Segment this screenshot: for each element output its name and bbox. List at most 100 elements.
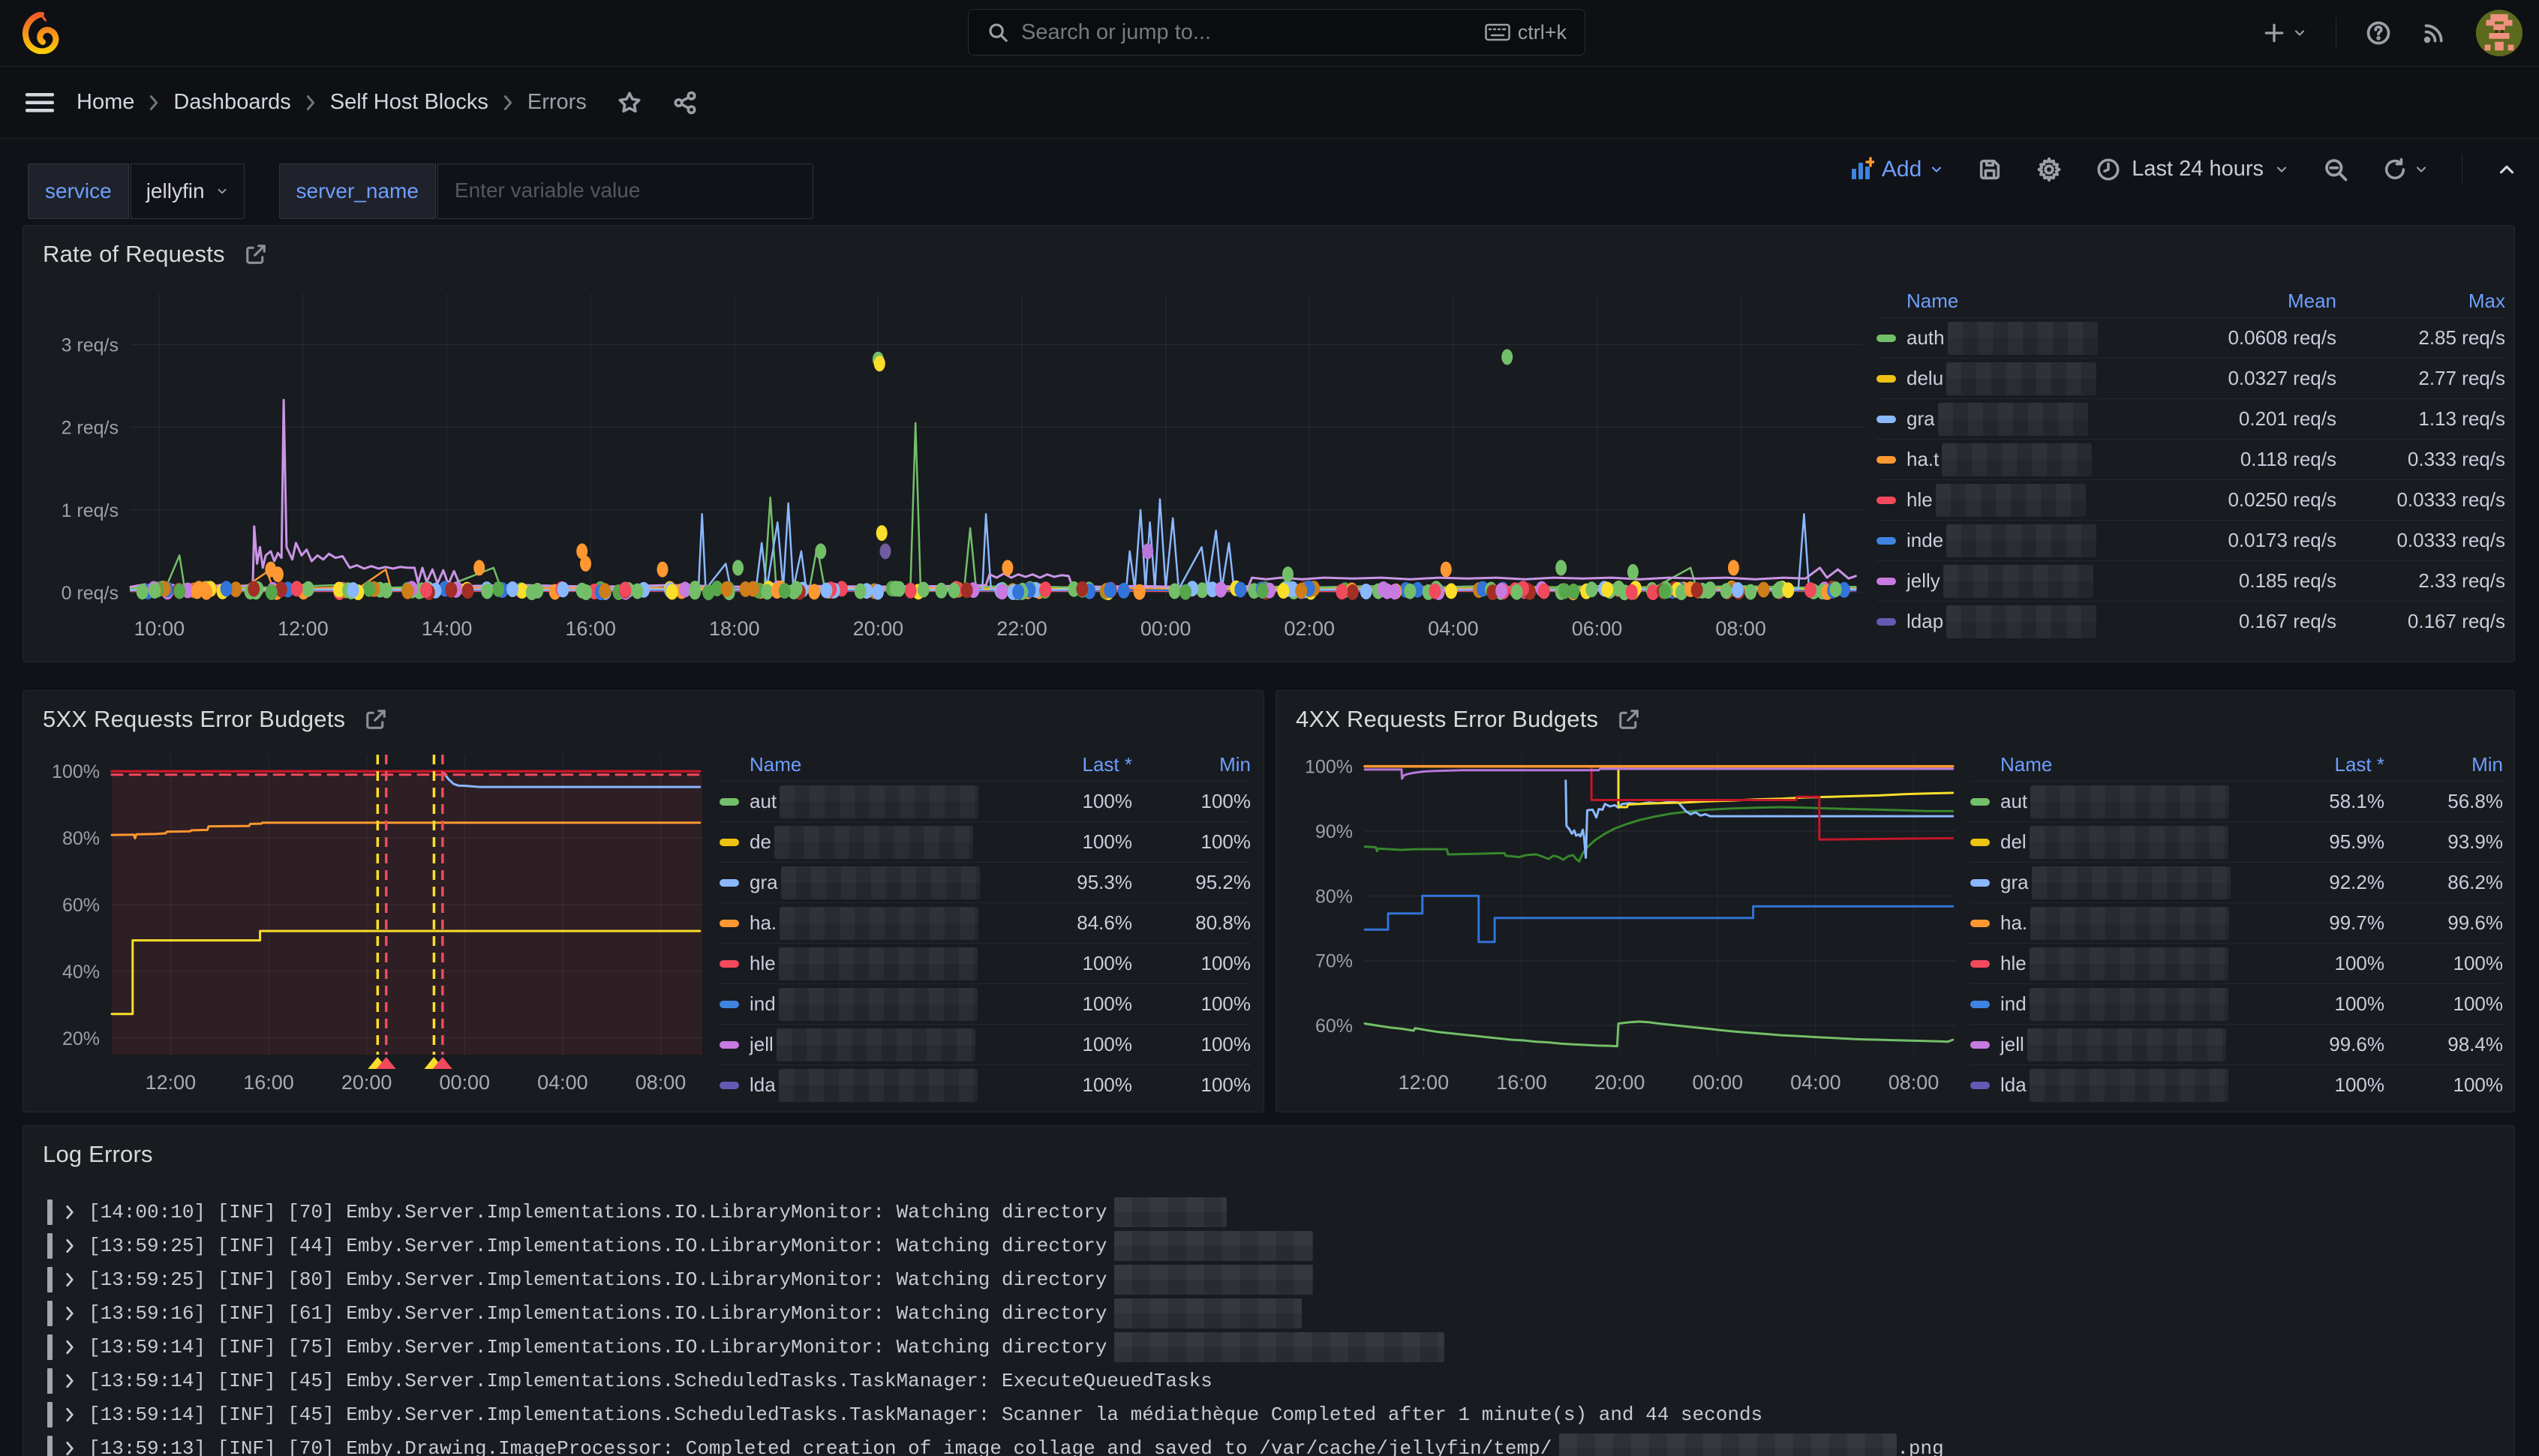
legend-row[interactable]: jell100%100%	[720, 1024, 1251, 1064]
legend-value: 100%	[2384, 952, 2503, 975]
add-panel-button[interactable]: Add	[1849, 157, 1944, 182]
help-button[interactable]	[2365, 20, 2392, 47]
graph-bar-icon	[1849, 157, 1874, 182]
panel-header[interactable]: Log Errors	[23, 1126, 2514, 1168]
legend-row[interactable]: inde0.0173 req/s0.0333 req/s	[1876, 520, 2505, 560]
menu-toggle-button[interactable]	[26, 92, 54, 114]
news-button[interactable]	[2420, 20, 2447, 47]
legend-header-last[interactable]: Last *	[2249, 753, 2384, 776]
log-line[interactable]: [13:59:14] [INF] [45] Emby.Server.Implem…	[43, 1397, 2499, 1431]
legend-row[interactable]: ha.99.7%99.6%	[1970, 902, 2503, 943]
legend-value: 100%	[997, 1033, 1132, 1056]
legend-row[interactable]: jelly0.185 req/s2.33 req/s	[1876, 560, 2505, 601]
zoom-out-time-button[interactable]	[2322, 156, 2349, 183]
series-color-chip	[1970, 839, 1990, 846]
log-level-bar	[47, 1368, 53, 1394]
log-level-bar	[47, 1267, 53, 1292]
log-line[interactable]: [13:59:16] [INF] [61] Emby.Server.Implem…	[43, 1296, 2499, 1330]
log-line[interactable]: [13:59:25] [INF] [44] Emby.Server.Implem…	[43, 1229, 2499, 1262]
legend-row[interactable]: ind100%100%	[1970, 983, 2503, 1024]
collapse-toolbar-button[interactable]	[2495, 158, 2518, 181]
log-expand-icon[interactable]	[65, 1373, 75, 1389]
legend-row[interactable]: gra95.3%95.2%	[720, 862, 1251, 902]
breadcrumb-item-self-host-blocks[interactable]: Self Host Blocks	[330, 90, 488, 115]
legend-row[interactable]: ha.t0.118 req/s0.333 req/s	[1876, 439, 2505, 479]
legend-row[interactable]: delu0.0327 req/s2.77 req/s	[1876, 358, 2505, 398]
legend-header-name[interactable]: Name	[720, 753, 997, 776]
legend-row[interactable]: lda100%100%	[720, 1064, 1251, 1105]
log-expand-icon[interactable]	[65, 1440, 75, 1456]
log-expand-icon[interactable]	[65, 1406, 75, 1423]
legend-row[interactable]: hle100%100%	[1970, 943, 2503, 983]
data-point	[948, 583, 960, 599]
panel-header[interactable]: 4XX Requests Error Budgets	[1276, 691, 2514, 733]
y-axis-tick-label: 70%	[1315, 951, 1353, 972]
log-line[interactable]: [14:00:10] [INF] [70] Emby.Server.Implem…	[43, 1195, 2499, 1229]
x-axis-tick-label: 00:00	[1692, 1071, 1743, 1094]
log-expand-icon[interactable]	[65, 1204, 75, 1220]
log-expand-icon[interactable]	[65, 1305, 75, 1322]
legend-row[interactable]: aut58.1%56.8%	[1970, 781, 2503, 821]
dashboard-settings-button[interactable]	[2036, 156, 2063, 183]
external-link-icon[interactable]	[365, 708, 387, 731]
new-item-button[interactable]	[2262, 21, 2307, 45]
variable-server-name-input[interactable]: Enter variable value	[437, 164, 813, 219]
legend-row[interactable]: gra0.201 req/s1.13 req/s	[1876, 398, 2505, 439]
breadcrumb-item-home[interactable]: Home	[77, 90, 134, 115]
variable-server-name-label: server_name	[279, 164, 436, 219]
legend-header-name[interactable]: Name	[1970, 753, 2249, 776]
log-expand-icon[interactable]	[65, 1339, 75, 1355]
panel-header[interactable]: Rate of Requests	[23, 226, 2514, 268]
legend-row[interactable]: de100%100%	[720, 821, 1251, 862]
legend-row[interactable]: hle100%100%	[720, 943, 1251, 983]
legend-header-min[interactable]: Min	[2384, 753, 2503, 776]
dashboard-toolbar: Add Last 24	[1849, 134, 2518, 205]
redacted-series-name	[780, 785, 978, 818]
external-link-icon[interactable]	[245, 243, 267, 266]
variable-service-value[interactable]: jellyfin	[131, 164, 245, 219]
legend-row[interactable]: lda100%100%	[1970, 1064, 2503, 1105]
search-input[interactable]: Search or jump to... ctrl+k	[968, 9, 1585, 56]
legend-row[interactable]: ldap0.167 req/s0.167 req/s	[1876, 601, 2505, 641]
save-dashboard-button[interactable]	[1977, 157, 2003, 182]
log-line[interactable]: [13:59:14] [INF] [75] Emby.Server.Implem…	[43, 1330, 2499, 1364]
breadcrumb-item-dashboards[interactable]: Dashboards	[173, 90, 290, 115]
legend-row[interactable]: auth0.0608 req/s2.85 req/s	[1876, 317, 2505, 358]
log-message-suffix: .png	[1897, 1437, 1943, 1456]
log-expand-icon[interactable]	[65, 1238, 75, 1254]
time-range-picker[interactable]: Last 24 hours	[2096, 157, 2289, 182]
rss-icon	[2420, 20, 2447, 47]
legend-header-max[interactable]: Max	[2336, 290, 2505, 313]
data-point	[872, 584, 884, 600]
log-line[interactable]: [13:59:25] [INF] [80] Emby.Server.Implem…	[43, 1262, 2499, 1296]
refresh-button[interactable]	[2382, 157, 2429, 182]
legend-row[interactable]: ind100%100%	[720, 983, 1251, 1024]
chevron-down-icon	[2274, 162, 2289, 177]
grafana-logo-icon[interactable]	[20, 12, 62, 54]
legend-value: 0.0250 req/s	[2126, 488, 2336, 512]
legend-header-min[interactable]: Min	[1132, 753, 1251, 776]
legend-row[interactable]: jell99.6%98.4%	[1970, 1024, 2503, 1064]
legend-value: 100%	[997, 1073, 1132, 1097]
legend-row[interactable]: aut100%100%	[720, 781, 1251, 821]
user-avatar[interactable]	[2476, 10, 2522, 56]
y-axis-tick-label: 80%	[1315, 886, 1353, 907]
external-link-icon[interactable]	[1618, 708, 1640, 731]
legend-row[interactable]: hle0.0250 req/s0.0333 req/s	[1876, 479, 2505, 520]
data-point	[1429, 584, 1441, 599]
legend-header-mean[interactable]: Mean	[2126, 290, 2336, 313]
log-line[interactable]: [13:59:14] [INF] [45] Emby.Server.Implem…	[43, 1364, 2499, 1397]
data-point	[905, 583, 917, 599]
favorite-star-button[interactable]	[617, 90, 642, 116]
legend-row[interactable]: gra92.2%86.2%	[1970, 862, 2503, 902]
log-expand-icon[interactable]	[65, 1271, 75, 1288]
data-point	[1720, 583, 1732, 599]
log-line[interactable]: [13:59:13] [INF] [70] Emby.Drawing.Image…	[43, 1431, 2499, 1456]
legend-header-name[interactable]: Name	[1876, 290, 2126, 313]
legend-row[interactable]: del95.9%93.9%	[1970, 821, 2503, 862]
panel-4xx-error-budgets: 4XX Requests Error Budgets 100%90%80%70%…	[1276, 690, 2515, 1112]
share-button[interactable]	[672, 90, 698, 116]
legend-header-last[interactable]: Last *	[997, 753, 1132, 776]
legend-row[interactable]: ha.84.6%80.8%	[720, 902, 1251, 943]
panel-header[interactable]: 5XX Requests Error Budgets	[23, 691, 1263, 733]
